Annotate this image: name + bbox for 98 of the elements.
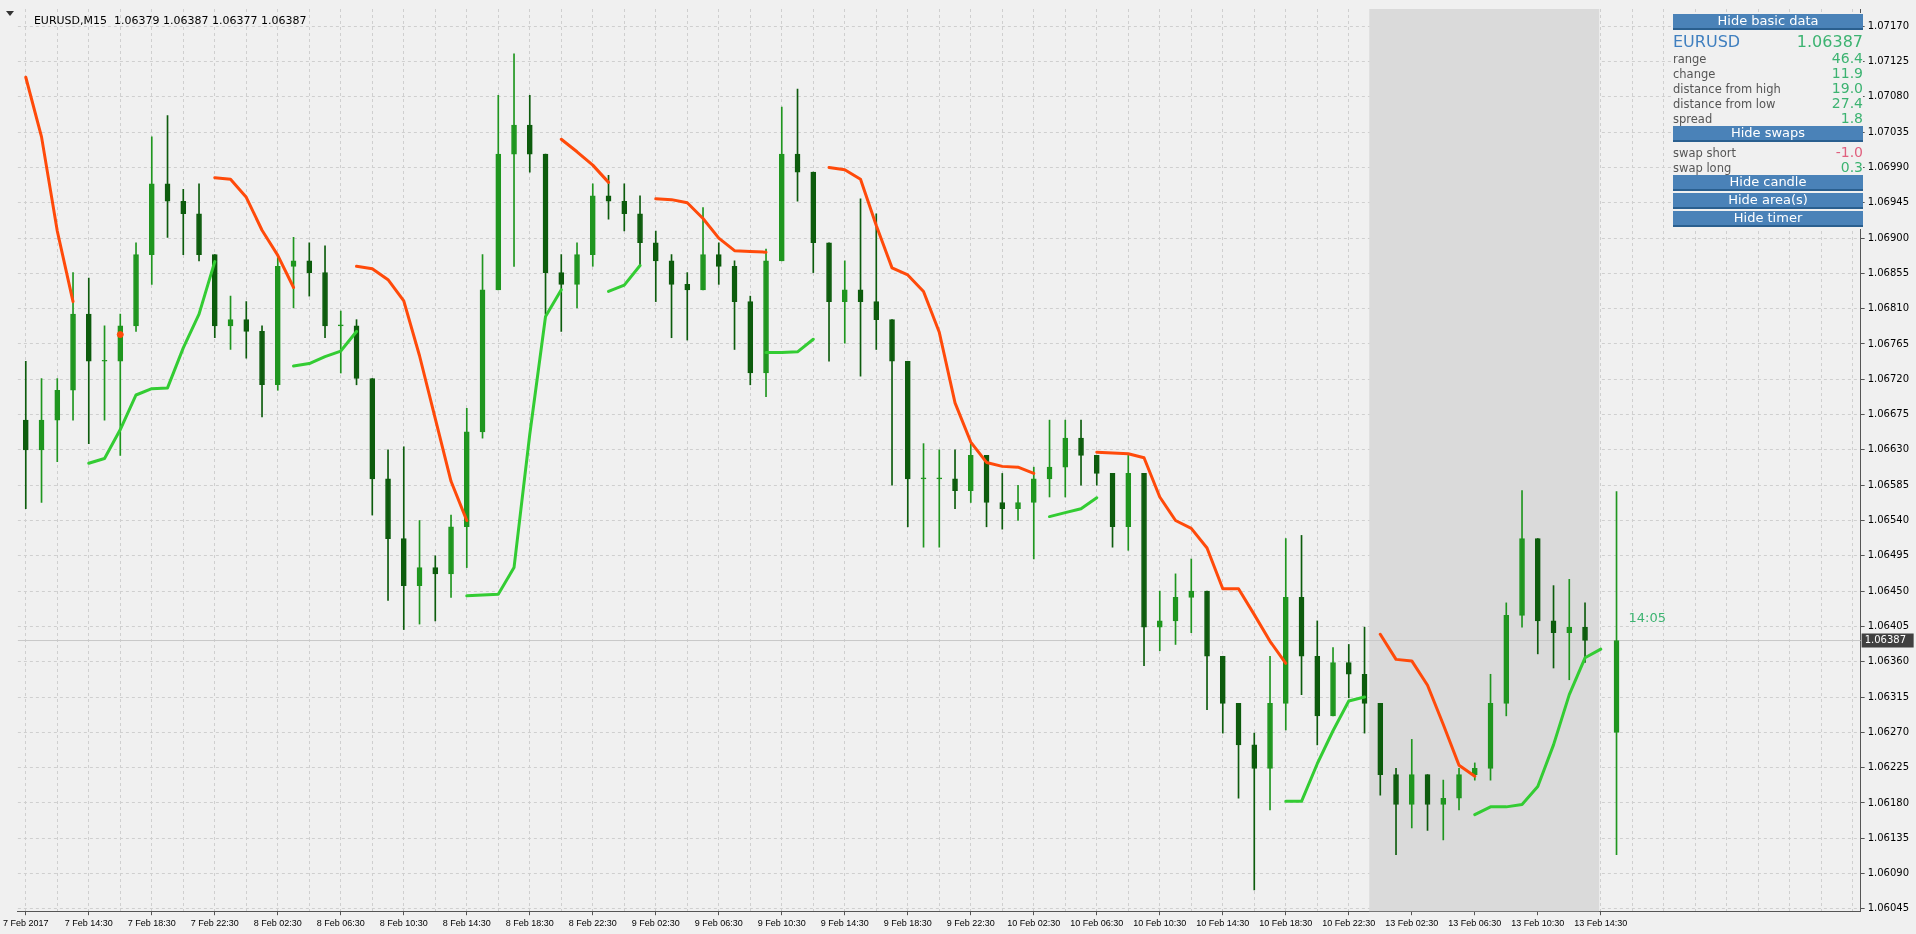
x-tick-label: 10 Feb 10:30 [1133,918,1187,929]
annotation: 27.4 [1831,95,1863,111]
y-tick-label: 1.06045 [1867,902,1910,914]
x-tick-label: 9 Feb 06:30 [694,918,743,929]
x-tick-label: 9 Feb 22:30 [946,918,995,929]
annotation: Hide swaps [1673,125,1863,142]
candlestick [180,189,187,255]
y-tick-label: 1.06945 [1867,196,1910,208]
x-tick-label: 13 Feb 10:30 [1511,918,1565,929]
candlestick [511,53,517,267]
x-tick-label: 7 Feb 14:30 [64,918,113,929]
y-tick-label: 1.06855 [1867,266,1910,278]
ref-line-label: 1.06387 [1864,634,1907,646]
y-tick-label: 1.06720 [1867,372,1910,384]
x-tick-label: 8 Feb 02:30 [253,918,302,929]
x-tick-label: 7 Feb 18:30 [127,918,176,929]
candlestick [1015,484,1021,521]
candlestick [432,555,439,622]
candlestick [1440,779,1447,841]
annotation: EURUSD [1673,32,1741,51]
annotation: Hide area(s) [1673,192,1863,209]
annotation: swap long [1673,161,1732,175]
y-tick-label: 1.07170 [1867,19,1910,31]
x-tick-label: 13 Feb 14:30 [1574,918,1628,929]
annotation: Hide candle [1673,174,1863,191]
y-tick-label: 1.07080 [1867,90,1910,102]
y-tick-label: 1.06540 [1867,514,1910,526]
y-tick-label: 1.06900 [1867,231,1910,243]
candlestick [889,319,895,486]
candlestick [1566,579,1573,681]
annotation: 0.3 [1840,159,1863,175]
y-tick-label: 1.06315 [1867,690,1910,702]
y-tick-label: 1.06630 [1867,443,1910,455]
y-tick-label: 1.06405 [1867,620,1910,632]
y-tick-label: 1.06810 [1867,302,1910,314]
annotation: distance from low [1673,97,1776,111]
candlestick [306,242,313,297]
y-tick-label: 1.06270 [1867,725,1910,737]
candlestick [873,213,880,350]
x-tick-label: 8 Feb 22:30 [568,918,617,929]
annotation: swap short [1673,146,1736,160]
x-tick-label: 10 Feb 22:30 [1322,918,1376,929]
annotation: 11.9 [1831,65,1863,81]
y-tick-label: 1.06585 [1867,478,1910,490]
y-tick-label: 1.06225 [1867,761,1910,773]
candlestick [952,449,958,510]
y-tick-label: 1.06450 [1867,584,1910,596]
candlestick [1188,558,1195,634]
x-tick-label: 8 Feb 14:30 [442,918,491,929]
candlestick [1156,590,1163,652]
x-tick-label: 10 Feb 18:30 [1259,918,1313,929]
annotation: Hide basic data [1673,13,1863,30]
text: EURUSD,M15 1.06379 1.06387 1.06377 1.06387 [33,13,307,27]
y-tick-label: 1.06180 [1867,796,1910,808]
y-tick-label: 1.07035 [1867,125,1910,137]
annotation: change [1673,67,1716,81]
x-tick-label: 9 Feb 18:30 [883,918,932,929]
y-tick-label: 1.06360 [1867,655,1910,667]
x-tick-label: 9 Feb 10:30 [757,918,806,929]
annotation: -1.0 [1835,144,1863,160]
y-tick-label: 1.06675 [1867,408,1910,420]
x-tick-label: 10 Feb 06:30 [1070,918,1124,929]
candlestick [337,310,344,374]
candlestick [1345,644,1352,699]
candlestick [1251,732,1258,891]
x-tick-label: 10 Feb 02:30 [1007,918,1061,929]
annotation: 14:05 [1628,609,1666,625]
candlestick [936,449,943,548]
y-tick-label: 1.06135 [1867,831,1910,843]
annotation: 46.4 [1831,50,1863,66]
x-tick-label: 13 Feb 02:30 [1385,918,1439,929]
annotation: 1.8 [1840,110,1863,126]
x-tick-label: 9 Feb 02:30 [631,918,680,929]
annotation: 1.06387 [1796,32,1863,51]
candlestick [558,254,565,332]
candlestick [22,360,29,510]
candlestick [999,473,1006,530]
candlestick [841,260,848,344]
candlestick [684,272,691,341]
x-tick-label: 8 Feb 18:30 [505,918,554,929]
x-tick-label: 7 Feb 22:30 [190,918,239,929]
x-tick-label: 13 Feb 06:30 [1448,918,1502,929]
y-tick-label: 1.06090 [1867,867,1910,879]
y-tick-label: 1.07125 [1867,55,1910,67]
x-tick-label: 10 Feb 14:30 [1196,918,1250,929]
annotation: spread [1673,112,1713,126]
annotation: Hide timer [1673,210,1863,227]
x-tick-label: 9 Feb 14:30 [820,918,869,929]
candlestick [243,301,250,359]
y-tick-label: 1.06765 [1867,337,1910,349]
annotation: 19.0 [1831,80,1863,96]
annotation: range [1673,52,1707,66]
x-tick-label: 8 Feb 10:30 [379,918,428,929]
y-tick-label: 1.06990 [1867,161,1910,173]
x-tick-label: 7 Feb 2017 [3,918,49,929]
y-tick-label: 1.06495 [1867,549,1910,561]
annotation: distance from high [1673,82,1781,96]
x-tick-label: 8 Feb 06:30 [316,918,365,929]
